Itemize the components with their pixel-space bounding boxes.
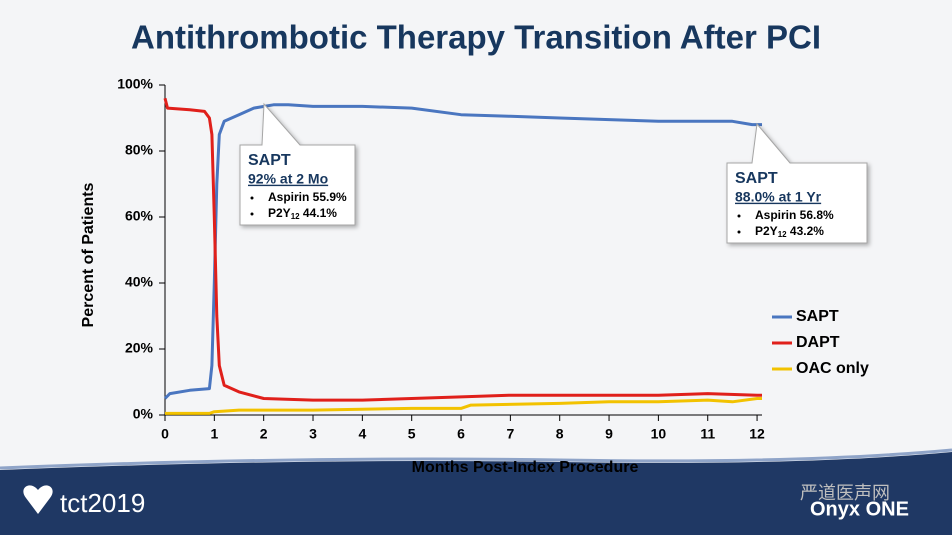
item-part: P2Y <box>755 224 778 238</box>
x-tick-label: 5 <box>408 426 416 442</box>
y-tick-label: 80% <box>125 142 154 158</box>
item-part: 12 <box>778 230 787 239</box>
callout-item: Aspirin 56.8% <box>755 208 834 222</box>
y-tick-label: 40% <box>125 274 154 290</box>
series-line <box>165 397 762 415</box>
item-part: P2Y <box>268 206 291 220</box>
watermark: 严道医声网 <box>800 483 890 503</box>
x-axis-label: Months Post-Index Procedure <box>412 459 639 476</box>
chart-title: Antithrombotic Therapy Transition After … <box>131 19 821 56</box>
footer-edge <box>0 448 952 470</box>
x-tick-label: 12 <box>749 426 765 442</box>
callout: SAPT 92% at 2 Mo Aspirin 55.9% P2Y12 44.1% <box>239 102 356 226</box>
bullet <box>737 230 741 234</box>
callout-headline: 88.0% at 1 Yr <box>735 189 822 205</box>
callout: SAPT 88.0% at 1 Yr Aspirin 56.8% P2Y12 43.2… <box>726 122 868 244</box>
footer-band <box>0 452 952 535</box>
callout-box <box>726 122 868 244</box>
y-axis-label: Percent of Patients <box>80 182 97 327</box>
legend-label: OAC only <box>796 360 869 377</box>
x-tick-label: 0 <box>161 426 169 442</box>
series-line <box>163 97 762 402</box>
item-part: 44.1% <box>300 206 338 220</box>
x-tick-label: 3 <box>309 426 317 442</box>
x-tick-label: 7 <box>506 426 514 442</box>
callout-item: Aspirin 55.9% <box>268 190 347 204</box>
y-tick-label: 20% <box>125 340 154 356</box>
y-tick-label: 100% <box>117 76 153 92</box>
bullet <box>250 212 254 216</box>
x-tick-label: 2 <box>260 426 268 442</box>
item-part: 12 <box>291 212 300 221</box>
callout-headline: 92% at 2 Mo <box>248 171 328 187</box>
x-tick-label: 11 <box>700 426 715 442</box>
x-tick-label: 8 <box>556 426 564 442</box>
y-tick-label: 0% <box>133 406 154 422</box>
legend-label: SAPT <box>796 308 839 325</box>
x-tick-label: 1 <box>210 426 218 442</box>
callout-item: P2Y12 44.1% <box>268 206 337 221</box>
y-tick-label: 60% <box>125 208 154 224</box>
series-line <box>163 103 762 400</box>
legend-label: DAPT <box>796 334 840 351</box>
logo: tct2019 <box>60 488 145 518</box>
callout-title: SAPT <box>735 170 778 187</box>
x-tick-label: 6 <box>457 426 465 442</box>
x-tick-label: 9 <box>605 426 613 442</box>
callout-title: SAPT <box>248 152 291 169</box>
item-part: 43.2% <box>787 224 825 238</box>
item-part: Aspirin 55.9% <box>268 190 347 204</box>
item-part: Aspirin 56.8% <box>755 208 834 222</box>
bullet <box>737 214 741 218</box>
x-tick-label: 4 <box>358 426 366 442</box>
logo-icon <box>23 485 53 514</box>
x-tick-label: 10 <box>651 426 667 442</box>
trial-name: Onyx ONE <box>810 498 909 520</box>
callout-item: P2Y12 43.2% <box>755 224 824 239</box>
bullet <box>250 196 254 200</box>
callout-box <box>239 102 356 226</box>
